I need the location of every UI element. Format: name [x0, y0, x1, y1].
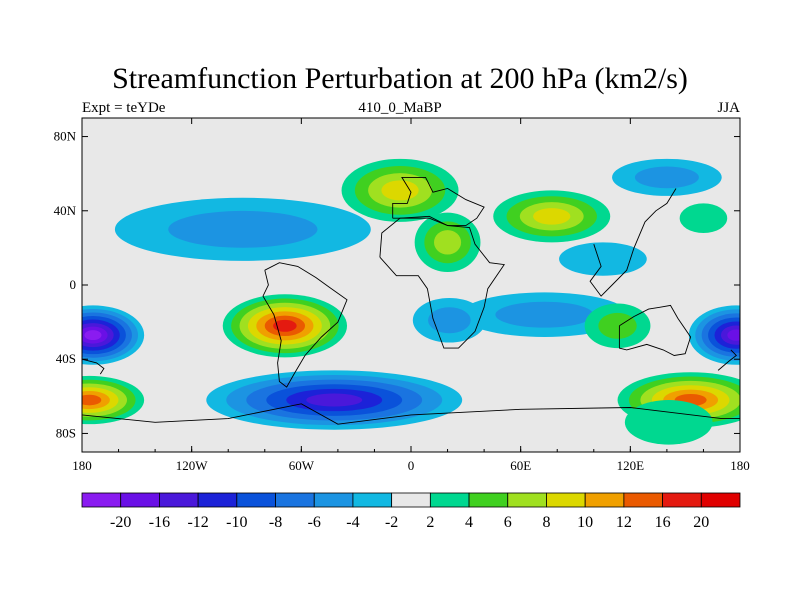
- colorbar-label: 6: [504, 514, 512, 531]
- coastline-segment: [82, 403, 740, 425]
- x-tick-label: 60W: [289, 458, 315, 473]
- colorbar-label: -4: [346, 514, 359, 531]
- contour-band: [598, 312, 637, 339]
- coastline-segment: [589, 188, 677, 297]
- contour-band: [624, 400, 713, 445]
- colorbar-label: 20: [693, 514, 709, 531]
- colorbar-label: -16: [149, 514, 170, 531]
- colorbar-box: [81, 492, 122, 508]
- colorbar-box: [352, 492, 393, 508]
- contour-band: [273, 319, 297, 332]
- colorbar-box: [159, 492, 199, 508]
- coastline-segment: [717, 349, 737, 371]
- coastline-outline: [82, 176, 740, 425]
- colorbar-box: [197, 492, 238, 508]
- center-string: 410_0_MaBP: [358, 100, 442, 116]
- contour-band: [634, 166, 699, 189]
- colorbar-box: [120, 492, 160, 508]
- colorbar-box: [546, 492, 586, 508]
- contour-band: [533, 208, 571, 225]
- x-tick-label: 120E: [617, 458, 645, 473]
- colorbar-box: [662, 492, 702, 508]
- contour-band: [82, 394, 102, 406]
- colorbar-label: 4: [465, 514, 473, 531]
- colorbar-label: 12: [616, 514, 632, 531]
- y-tick-label: 40N: [54, 203, 77, 218]
- contour-band: [679, 203, 728, 234]
- contour-band: [495, 301, 594, 328]
- colorbar-label: -20: [110, 514, 131, 531]
- colorbar-label: 10: [577, 514, 593, 531]
- colorbar-box: [584, 492, 625, 508]
- colorbar-box: [468, 492, 509, 508]
- colorbar-box: [429, 492, 470, 508]
- contour-band: [727, 329, 740, 341]
- y-tick-label: 80S: [56, 425, 76, 440]
- right-string: JJA: [717, 100, 740, 116]
- chart-title: Streamfunction Perturbation at 200 hPa (…: [112, 62, 688, 95]
- coastline-segment: [392, 176, 485, 227]
- colorbar-box: [623, 492, 663, 508]
- coastline-segment: [379, 215, 505, 349]
- contour-band: [428, 307, 471, 334]
- colorbar-label: -2: [385, 514, 398, 531]
- coastline-segment: [262, 262, 348, 388]
- y-tick-label: 40S: [56, 351, 76, 366]
- colorbar-label: -12: [187, 514, 208, 531]
- colorbar-label: -8: [269, 514, 282, 531]
- contour-band: [306, 393, 363, 407]
- x-tick-label: 60E: [510, 458, 531, 473]
- left-string: Expt = teYDe: [82, 100, 166, 116]
- colorbar-box: [236, 492, 276, 508]
- colorbar-box: [391, 492, 431, 508]
- colorbar-label: 16: [655, 514, 671, 531]
- coastline-segment: [618, 304, 692, 356]
- colorbar-box: [275, 492, 315, 508]
- coastline-segment: [82, 358, 105, 375]
- colorbar-label: 2: [426, 514, 434, 531]
- y-tick-label: 80N: [54, 129, 77, 144]
- colorbar-label: -6: [308, 514, 321, 531]
- x-tick-label: 180: [730, 458, 750, 473]
- colorbar-box: [507, 492, 547, 508]
- x-tick-label: 120W: [176, 458, 209, 473]
- contour-band: [559, 242, 647, 276]
- contour-band: [434, 230, 462, 255]
- colorbar-box: [700, 492, 741, 508]
- x-tick-label: 0: [408, 458, 415, 473]
- x-tick-label: 180: [72, 458, 92, 473]
- contour-band: [84, 330, 102, 341]
- y-tick-label: 0: [70, 277, 77, 292]
- contour-band: [381, 180, 419, 201]
- colorbar-label: 8: [542, 514, 550, 531]
- contour-band: [168, 210, 318, 248]
- colorbar-box: [313, 492, 354, 508]
- colorbar-label: -10: [226, 514, 247, 531]
